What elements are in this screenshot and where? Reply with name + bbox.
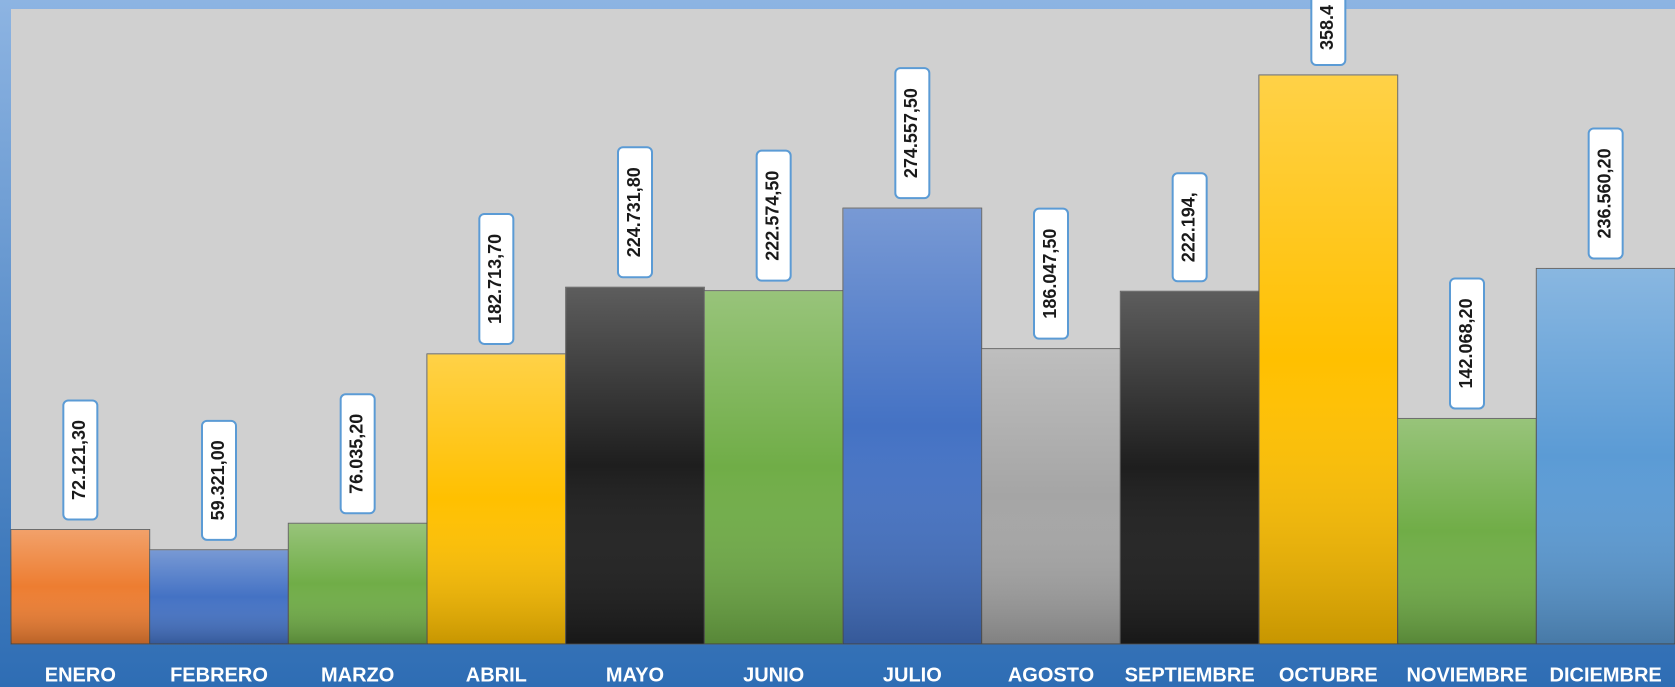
bar <box>149 549 289 645</box>
bar <box>981 348 1121 645</box>
data-label: 182.713,70 <box>485 234 505 324</box>
data-label: 358.4 <box>1317 5 1337 50</box>
bar <box>426 353 567 645</box>
data-label: 76.035,20 <box>346 414 366 494</box>
data-label: 222.194, <box>1178 192 1198 262</box>
data-label: 222.574,50 <box>762 171 782 261</box>
x-tick-label: ENERO <box>45 664 116 686</box>
bar <box>1258 74 1399 645</box>
data-label-box <box>1310 0 1347 67</box>
bar <box>842 207 983 645</box>
data-label-box <box>1587 127 1624 260</box>
data-label: 59.321,00 <box>208 440 228 520</box>
x-tick-label: MARZO <box>321 664 394 686</box>
x-tick-label: SEPTIEMBRE <box>1125 664 1255 686</box>
bar <box>1119 290 1260 645</box>
data-label: 274.557,50 <box>901 88 921 178</box>
x-tick-label: ABRIL <box>466 664 527 686</box>
data-label-box <box>478 212 515 345</box>
data-label: 72.121,30 <box>69 420 89 500</box>
x-tick-label: AGOSTO <box>1008 664 1094 686</box>
bar <box>565 286 705 645</box>
x-tick-label: JUNIO <box>743 664 804 686</box>
data-label-box <box>1171 172 1208 283</box>
x-tick-label: OCTUBRE <box>1279 664 1378 686</box>
data-label-box <box>1449 277 1485 410</box>
data-label-box <box>894 67 931 200</box>
data-label: 142.068,20 <box>1456 298 1476 388</box>
data-label: 186.047,50 <box>1040 229 1060 319</box>
bar <box>287 522 428 645</box>
data-label-box <box>201 419 237 541</box>
bar <box>1397 417 1537 645</box>
bar <box>1535 267 1675 645</box>
data-label-box <box>339 393 376 515</box>
x-tick-label: DICIEMBRE <box>1550 664 1662 686</box>
x-tick-label: JULIO <box>883 664 942 686</box>
data-label-box <box>1033 207 1069 340</box>
x-tick-label: NOVIEMBRE <box>1406 664 1527 686</box>
bar <box>703 290 844 645</box>
data-label: 236.560,20 <box>1594 148 1614 238</box>
data-label-box <box>62 399 99 521</box>
data-label-box <box>617 146 653 279</box>
bar <box>10 529 151 645</box>
data-label-box <box>755 149 792 282</box>
data-label: 224.731,80 <box>624 167 644 257</box>
x-tick-label: FEBRERO <box>170 664 268 686</box>
x-tick-label: MAYO <box>606 664 664 686</box>
